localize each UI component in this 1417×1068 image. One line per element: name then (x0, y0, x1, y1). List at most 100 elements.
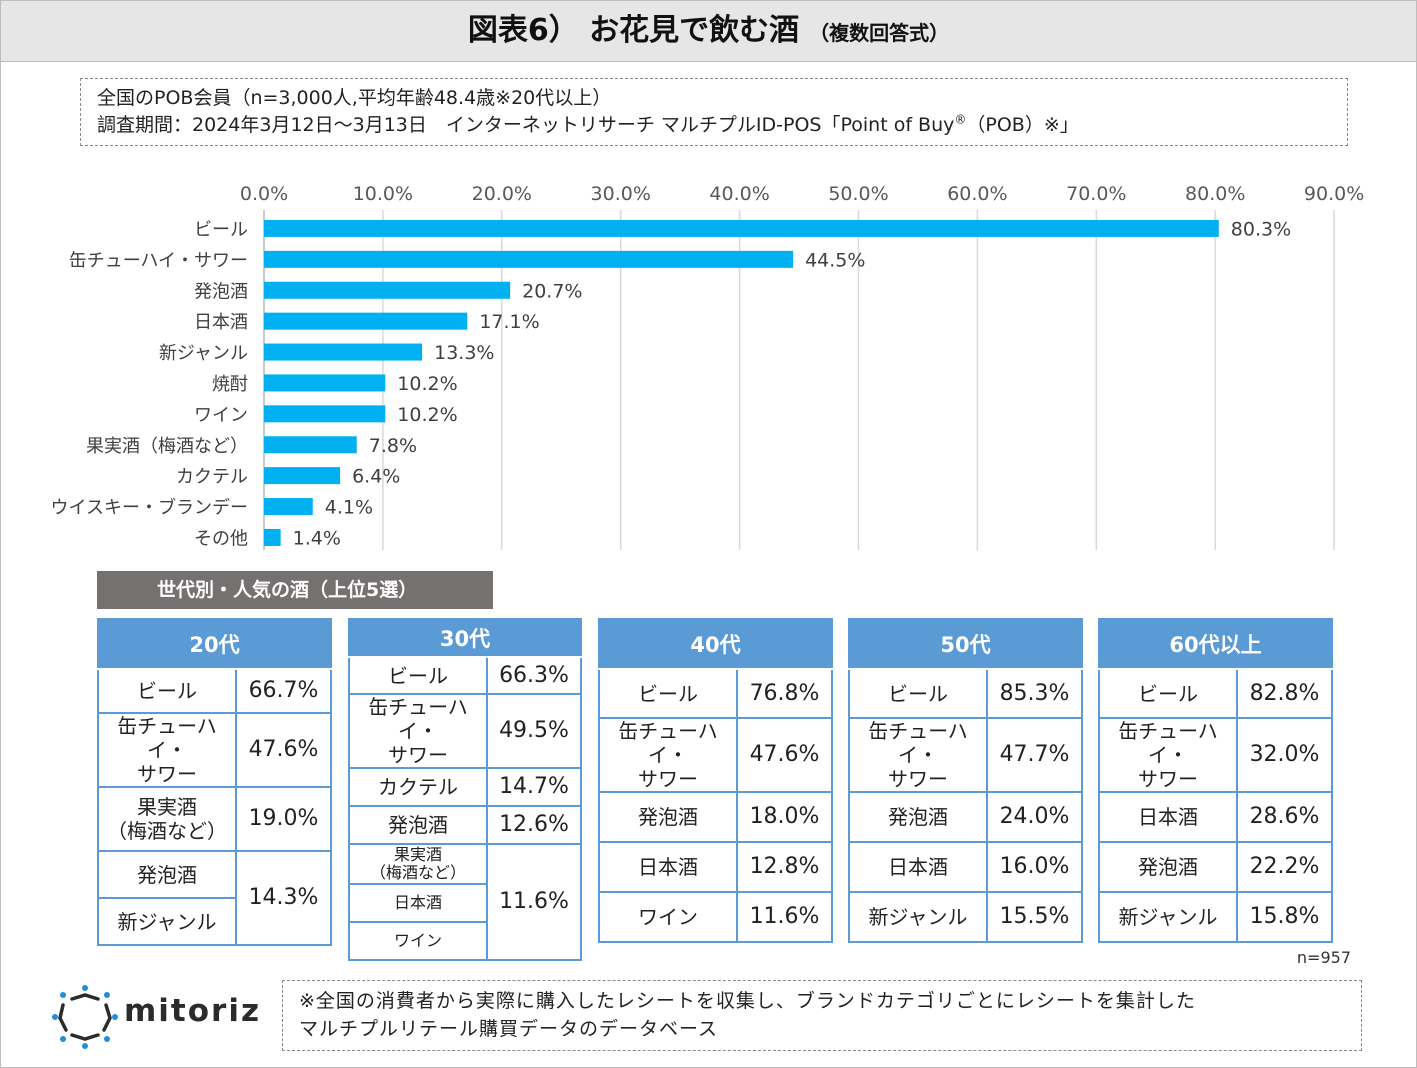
table-60s-plus: 60代以上 ビール 82.8% 缶チューハイ・ サワー 32.0% 日本酒 28.6%… (1097, 618, 1334, 943)
bar (264, 250, 794, 268)
item-name: 発泡酒 (848, 791, 988, 843)
item-name: ビール (1098, 668, 1238, 719)
item-name: 日本酒 (348, 883, 488, 923)
item-name: 発泡酒 (598, 791, 738, 843)
table-40s: 40代 ビール 76.8% 缶チューハイ・ サワー 47.6% 発泡酒 18.0% 日… (597, 618, 834, 943)
survey-line-1: 全国のPOB会員（n=3,000人,平均年齢48.4歳※20代以上） (97, 87, 612, 109)
item-value-tie: 11.6% (485, 843, 583, 961)
bar (264, 281, 511, 299)
bar (264, 374, 386, 392)
bar (264, 467, 341, 485)
sample-size-note: n=957 (1296, 948, 1351, 967)
item-value: 11.6% (735, 891, 834, 943)
category-label: カクテル (176, 467, 248, 488)
category-label: 新ジャンル (159, 343, 248, 364)
item-name: 新ジャンル (848, 891, 988, 943)
table-50s: 50代 ビール 85.3% 缶チューハイ・ サワー 47.7% 発泡酒 24.0% 日… (847, 618, 1084, 943)
item-value: 85.3% (985, 668, 1084, 719)
mitoriz-logo: mitoriz (50, 985, 270, 1049)
table-20s: 20代 ビール 66.7% 缶チューハイ・ サワー 47.6% 果実酒 （梅酒など）… (96, 618, 333, 946)
item-value: 32.0% (1235, 717, 1334, 793)
item-name: 新ジャンル (97, 897, 237, 946)
page-title: 図表6） お花見で飲む酒 (467, 13, 800, 48)
sun-logo-icon (52, 985, 118, 1049)
category-label: 果実酒（梅酒など） (86, 436, 248, 457)
item-name: 日本酒 (848, 841, 988, 893)
item-name: ビール (848, 668, 988, 719)
category-label: ビール (194, 219, 248, 240)
data-label: 6.4% (352, 466, 400, 488)
item-name-text: 缶チューハイ・ サワー (368, 695, 468, 767)
data-label: 13.3% (434, 342, 494, 364)
registered-mark: ® (954, 112, 967, 127)
category-label: ワイン (194, 405, 248, 426)
survey-line-2-main: 調査期間：2024年3月12日～3月13日 インターネットリサーチ マルチプルI… (97, 114, 955, 136)
item-value: 66.3% (485, 656, 583, 695)
item-name: ワイン (598, 891, 738, 943)
data-label: 80.3% (1231, 218, 1291, 240)
item-value: 24.0% (985, 791, 1084, 843)
x-tick-label: 10.0% (353, 183, 413, 205)
item-value: 15.5% (985, 891, 1084, 943)
item-name: ビール (348, 656, 488, 695)
survey-line-2-end: （POB）※」 (966, 114, 1079, 136)
table-header-20s: 20代 (96, 618, 333, 670)
item-name: 缶チューハイ・ サワー (348, 693, 488, 769)
item-value: 18.0% (735, 791, 834, 843)
item-name: 果実酒 （梅酒など） (348, 843, 488, 885)
item-value: 12.8% (735, 841, 834, 893)
footnote-line-1: ※全国の消費者から実際に購入したレシートを収集し、ブランドカテゴリごとにレシート… (299, 990, 1196, 1012)
item-value: 28.6% (1235, 791, 1334, 843)
bar (264, 219, 1219, 237)
item-name-text: 缶チューハイ・ サワー (618, 719, 718, 791)
item-value-tie: 14.3% (234, 850, 333, 946)
title-bar: 図表6） お花見で飲む酒 （複数回答式） (1, 1, 1416, 62)
item-name: 発泡酒 (1098, 841, 1238, 893)
item-name: 発泡酒 (348, 805, 488, 845)
item-value: 14.7% (485, 767, 583, 807)
item-name: 新ジャンル (1098, 891, 1238, 943)
category-label: ウイスキー・ブランデー (51, 497, 248, 519)
footnote-box: ※全国の消費者から実際に購入したレシートを収集し、ブランドカテゴリごとにレシート… (282, 980, 1362, 1051)
item-name: ビール (598, 668, 738, 719)
item-name: 缶チューハイ・ サワー (1098, 717, 1238, 793)
table-header-40s: 40代 (597, 618, 834, 670)
table-header-50s: 50代 (847, 618, 1084, 670)
logo-wordmark: mitoriz (124, 993, 262, 1029)
data-label: 1.4% (293, 527, 341, 549)
survey-line-2: 調査期間：2024年3月12日～3月13日 インターネットリサーチ マルチプルI… (97, 112, 1331, 139)
x-tick-label: 40.0% (709, 183, 769, 205)
table-header-30s: 30代 (347, 618, 583, 658)
survey-info-box: 全国のPOB会員（n=3,000人,平均年齢48.4歳※20代以上） 調査期間：… (80, 78, 1348, 146)
item-value: 19.0% (234, 786, 333, 852)
item-name: 缶チューハイ・ サワー (598, 717, 738, 793)
x-tick-label: 70.0% (1066, 183, 1126, 205)
x-tick-label: 20.0% (472, 183, 532, 205)
category-label: 日本酒 (194, 312, 248, 333)
x-tick-label: 0.0% (240, 183, 288, 205)
data-label: 10.2% (397, 404, 457, 426)
item-value: 16.0% (985, 841, 1084, 893)
item-name-text: 缶チューハイ・ サワー (868, 719, 968, 791)
item-value: 47.7% (985, 717, 1084, 793)
item-name-text: 果実酒 （梅酒など） (369, 845, 466, 882)
item-name-text: 缶チューハイ・ サワー (117, 714, 217, 786)
item-value: 22.2% (1235, 841, 1334, 893)
data-label: 20.7% (522, 280, 582, 302)
bar (264, 405, 386, 423)
bar (264, 436, 357, 454)
item-value: 66.7% (234, 668, 333, 714)
category-label: その他 (194, 528, 248, 549)
item-value: 47.6% (234, 712, 333, 788)
data-label: 7.8% (369, 435, 417, 457)
item-name: 缶チューハイ・ サワー (97, 712, 237, 788)
item-name-text: 果実酒 （梅酒など） (107, 795, 227, 843)
x-tick-label: 30.0% (591, 183, 651, 205)
item-name: ワイン (348, 921, 488, 961)
item-name: 発泡酒 (97, 850, 237, 899)
data-label: 44.5% (805, 249, 865, 271)
x-tick-label: 80.0% (1185, 183, 1245, 205)
data-label: 10.2% (397, 373, 457, 395)
item-value: 47.6% (735, 717, 834, 793)
item-name: 果実酒 （梅酒など） (97, 786, 237, 852)
